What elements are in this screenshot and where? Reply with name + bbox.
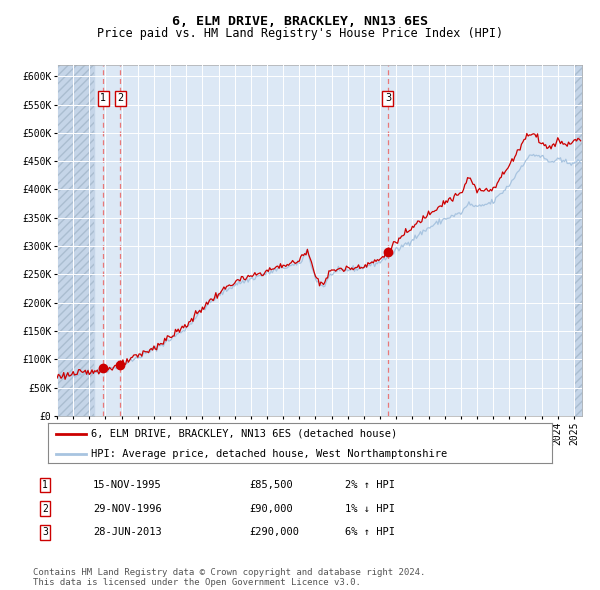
Text: Contains HM Land Registry data © Crown copyright and database right 2024.
This d: Contains HM Land Registry data © Crown c…	[33, 568, 425, 587]
Text: 2: 2	[42, 504, 48, 513]
Text: 6% ↑ HPI: 6% ↑ HPI	[345, 527, 395, 537]
Text: 1% ↓ HPI: 1% ↓ HPI	[345, 504, 395, 513]
Text: 6, ELM DRIVE, BRACKLEY, NN13 6ES (detached house): 6, ELM DRIVE, BRACKLEY, NN13 6ES (detach…	[91, 429, 397, 439]
Text: 29-NOV-1996: 29-NOV-1996	[93, 504, 162, 513]
Text: 3: 3	[385, 93, 391, 103]
Text: £85,500: £85,500	[249, 480, 293, 490]
Text: 1: 1	[42, 480, 48, 490]
Text: 2: 2	[117, 93, 124, 103]
Text: 1: 1	[100, 93, 107, 103]
Text: 6, ELM DRIVE, BRACKLEY, NN13 6ES: 6, ELM DRIVE, BRACKLEY, NN13 6ES	[172, 15, 428, 28]
Text: 3: 3	[42, 527, 48, 537]
Text: Price paid vs. HM Land Registry's House Price Index (HPI): Price paid vs. HM Land Registry's House …	[97, 27, 503, 40]
Text: 2% ↑ HPI: 2% ↑ HPI	[345, 480, 395, 490]
Text: 15-NOV-1995: 15-NOV-1995	[93, 480, 162, 490]
Text: 28-JUN-2013: 28-JUN-2013	[93, 527, 162, 537]
Text: HPI: Average price, detached house, West Northamptonshire: HPI: Average price, detached house, West…	[91, 449, 447, 459]
Text: £290,000: £290,000	[249, 527, 299, 537]
Text: £90,000: £90,000	[249, 504, 293, 513]
